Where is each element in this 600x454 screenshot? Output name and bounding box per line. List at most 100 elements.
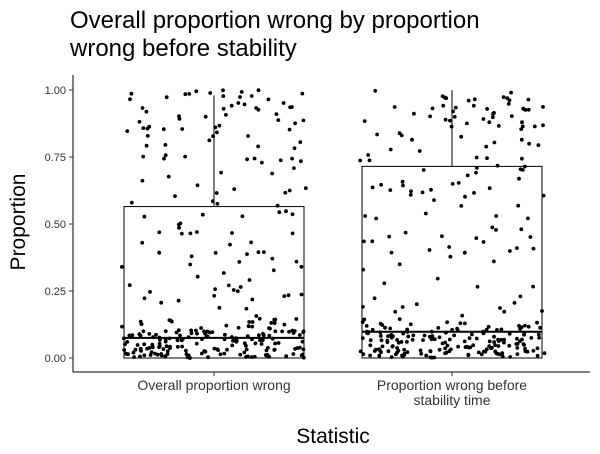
data-point [471, 343, 476, 348]
data-point [226, 283, 231, 288]
data-point [458, 321, 463, 326]
data-point [185, 355, 190, 360]
data-point [522, 332, 526, 337]
data-point [465, 173, 470, 178]
data-point [236, 101, 241, 105]
data-point [157, 341, 162, 346]
data-point [535, 353, 540, 358]
data-point [262, 250, 266, 255]
data-point [147, 346, 152, 350]
data-point [506, 102, 511, 106]
data-point [205, 334, 210, 339]
data-point [215, 347, 220, 352]
data-point [387, 234, 392, 239]
data-point [383, 325, 387, 330]
data-point [175, 338, 180, 343]
data-point [231, 288, 236, 292]
data-point [535, 320, 539, 325]
data-point [222, 351, 227, 356]
data-point [256, 88, 261, 93]
data-point [120, 265, 124, 269]
data-point [287, 188, 292, 193]
data-point [249, 94, 254, 98]
data-point [412, 111, 416, 116]
data-point [471, 103, 476, 108]
data-point [392, 105, 397, 109]
data-point [391, 334, 395, 339]
data-point [466, 353, 471, 358]
data-point [467, 336, 472, 341]
data-point [234, 339, 239, 344]
data-point [249, 240, 254, 245]
data-point [451, 109, 455, 114]
data-point [409, 189, 413, 194]
data-point [372, 349, 377, 353]
data-point [261, 331, 265, 336]
data-point [399, 340, 404, 344]
data-point [145, 134, 150, 138]
data-point [124, 351, 129, 356]
data-point [231, 338, 235, 343]
data-point [423, 211, 428, 216]
data-point [242, 341, 247, 346]
data-point [452, 333, 456, 338]
data-point [122, 336, 126, 341]
data-point [481, 117, 486, 121]
data-point [217, 123, 222, 128]
data-point [492, 259, 496, 264]
data-point [281, 101, 286, 105]
data-point [180, 127, 185, 131]
x-tick-label: stability time [413, 392, 490, 408]
data-point [378, 334, 383, 338]
data-point [450, 327, 454, 332]
data-point [378, 348, 382, 353]
data-point [273, 341, 277, 346]
data-point [379, 338, 384, 343]
data-point [195, 331, 199, 336]
data-point [519, 325, 524, 330]
data-point [130, 333, 135, 338]
data-point [386, 334, 390, 339]
data-point [157, 344, 162, 349]
data-point [427, 248, 432, 252]
data-point [173, 194, 177, 199]
data-point [250, 324, 255, 329]
data-point [178, 333, 182, 338]
data-point [235, 289, 240, 294]
data-point [361, 267, 366, 272]
data-point [489, 346, 493, 351]
data-point [148, 353, 153, 357]
data-point [176, 298, 181, 303]
data-point [238, 95, 242, 99]
data-point [234, 336, 239, 341]
data-point [219, 170, 224, 175]
data-point [422, 333, 427, 338]
data-point [443, 346, 448, 351]
data-point [447, 245, 452, 249]
data-point [492, 340, 496, 344]
data-point [378, 330, 383, 335]
data-point [237, 260, 242, 264]
x-axis-title: Statistic [296, 425, 370, 448]
data-point [187, 92, 192, 96]
data-point [523, 346, 527, 351]
data-point [428, 349, 433, 353]
data-point [500, 354, 505, 359]
data-point [472, 191, 476, 195]
data-point [406, 334, 411, 339]
data-point [393, 309, 398, 314]
data-point [144, 109, 149, 114]
data-point [378, 321, 383, 326]
data-point [221, 94, 226, 98]
data-point [223, 332, 227, 337]
chart-title-line: wrong before stability [69, 35, 297, 62]
data-point [531, 348, 536, 353]
data-point [299, 292, 304, 297]
data-point [163, 143, 168, 147]
data-point [459, 134, 464, 139]
data-point [462, 339, 467, 344]
data-point [515, 336, 519, 341]
data-point [167, 336, 172, 341]
data-point [402, 351, 407, 356]
data-point [212, 293, 217, 298]
